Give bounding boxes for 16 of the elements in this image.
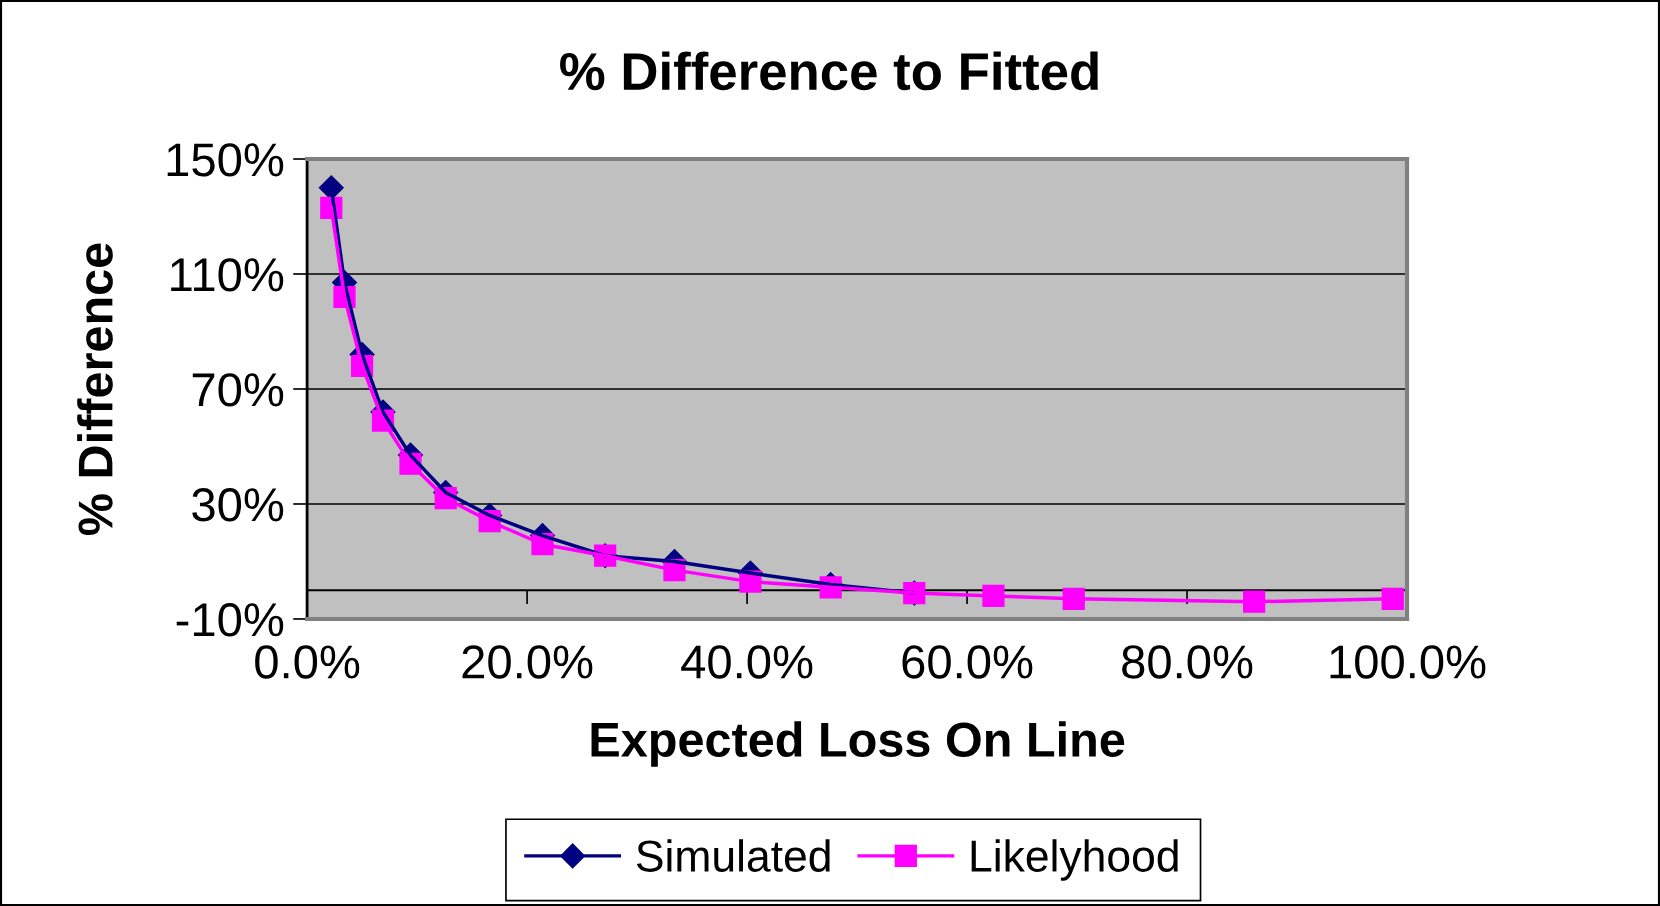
y-tick-label: 150%: [167, 143, 284, 177]
x-axis-title: Expected Loss On Line: [591, 721, 1125, 767]
legend-label: Likelyhood: [971, 839, 1178, 881]
x-tick-label: 0.0%: [255, 645, 360, 679]
x-tick-label: 100.0%: [1330, 645, 1486, 679]
y-tick-label: -10%: [176, 603, 284, 637]
x-tick-label: 40.0%: [681, 645, 813, 679]
y-axis-title: % Difference: [77, 243, 113, 536]
x-tick-label: 80.0%: [1122, 645, 1253, 679]
legend-label: Simulated: [636, 839, 830, 872]
y-tick-label: 30%: [192, 488, 284, 522]
y-tick-label: 70%: [192, 373, 284, 407]
x-tick-label: 20.0%: [462, 645, 593, 679]
x-tick-label: 60.0%: [902, 645, 1033, 679]
y-tick-label: 110%: [171, 258, 284, 292]
chart-title: % Difference to Fitted: [560, 51, 1098, 91]
